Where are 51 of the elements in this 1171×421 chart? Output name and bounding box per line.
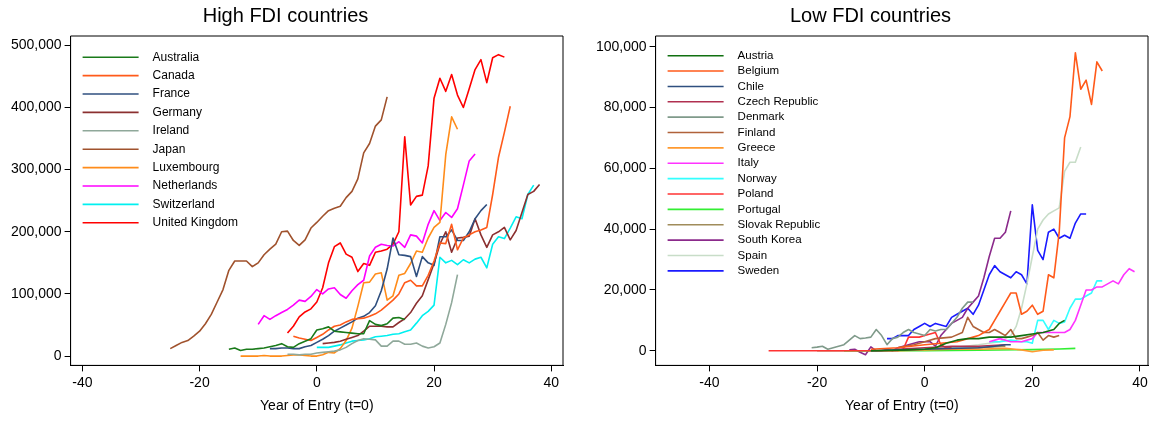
y-tick-label: 20,000	[603, 280, 647, 297]
x-tick-label: -20	[189, 373, 210, 390]
legend-label: Canada	[152, 67, 195, 82]
y-tick-label: 60,000	[603, 159, 647, 176]
legend-label: Luxembourg	[152, 159, 220, 174]
legend-label: Belgium	[737, 64, 780, 77]
chart-title: High FDI countries	[202, 3, 369, 26]
x-tick-label: -20	[806, 373, 828, 390]
legend-label: Ireland	[152, 123, 190, 138]
legend-label: Austria	[737, 48, 775, 61]
x-tick-label: 40	[543, 373, 560, 390]
y-tick-label: 100,000	[11, 284, 62, 301]
legend-label: Czech Republic	[737, 94, 819, 107]
legend-label: Switzerland	[152, 196, 215, 211]
legend-label: Portugal	[737, 202, 781, 215]
y-tick-label: 300,000	[11, 160, 62, 177]
x-tick-label: -40	[72, 373, 93, 390]
x-axis-title: Year of Entry (t=0)	[260, 397, 374, 414]
legend-label: Finland	[737, 125, 776, 138]
legend-label: South Korea	[737, 233, 803, 246]
chart-title: Low FDI countries	[789, 3, 952, 26]
y-tick-label: 0	[638, 341, 647, 358]
y-tick-label: 40,000	[603, 220, 647, 236]
legend-label: Sweden	[737, 264, 780, 277]
legend-label: Poland	[737, 187, 774, 200]
legend-label: Norway	[737, 171, 777, 184]
legend-label: Italy	[737, 156, 759, 169]
legend-label: United Kingdom	[152, 215, 238, 230]
legend-label: Chile	[737, 79, 764, 92]
x-tick-label: 40	[1132, 373, 1148, 390]
y-tick-label: 500,000	[11, 36, 62, 53]
legend-label: Greece	[737, 141, 776, 154]
x-axis-title: Year of Entry (t=0)	[845, 397, 959, 414]
legend-label: Japan	[152, 141, 186, 156]
legend-label: Australia	[152, 49, 200, 64]
legend-label: Netherlands	[152, 178, 218, 193]
x-tick-label: 20	[426, 373, 443, 390]
y-tick-label: 400,000	[11, 98, 62, 115]
y-tick-label: 0	[53, 346, 62, 363]
y-tick-label: 200,000	[11, 222, 62, 239]
legend-label: Germany	[152, 104, 202, 119]
legend-label: Denmark	[737, 110, 785, 123]
legend-label: Slovak Republic	[737, 217, 821, 230]
x-tick-label: 0	[920, 373, 929, 390]
x-tick-label: 20	[1024, 373, 1041, 390]
x-tick-label: -40	[699, 373, 720, 390]
legend-label: Spain	[737, 248, 768, 261]
x-tick-label: 0	[312, 373, 321, 390]
legend-label: France	[152, 86, 191, 101]
y-tick-label: 80,000	[603, 98, 647, 115]
y-tick-label: 100,000	[596, 37, 647, 54]
